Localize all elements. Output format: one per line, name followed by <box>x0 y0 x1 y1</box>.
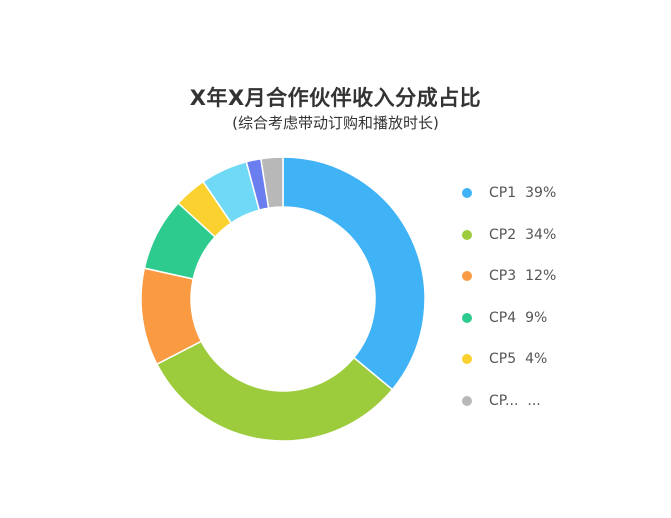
legend-label: CP2 <box>489 227 516 243</box>
legend-dot-icon <box>462 230 472 240</box>
legend-label: CP1 <box>489 185 516 201</box>
legend-label: CP3 <box>489 268 516 284</box>
legend-label: CP... <box>489 393 518 409</box>
legend-item-cp5[interactable]: CP5 4% <box>462 348 642 370</box>
legend-item-cp1[interactable]: CP1 39% <box>462 182 642 204</box>
donut-slice-cp1[interactable] <box>283 157 425 390</box>
legend-dot-icon <box>462 188 472 198</box>
legend-value: 12% <box>525 268 556 284</box>
legend-item-cp3[interactable]: CP3 12% <box>462 265 642 287</box>
legend-value: 39% <box>525 185 556 201</box>
legend-item-cp-more[interactable]: CP... ... <box>462 390 642 412</box>
legend-dot-icon <box>462 271 472 281</box>
legend-dot-icon <box>462 396 472 406</box>
legend-value: 9% <box>525 310 547 326</box>
legend-item-cp4[interactable]: CP4 9% <box>462 307 642 329</box>
legend-dot-icon <box>462 354 472 364</box>
legend-value: 4% <box>525 351 547 367</box>
legend-label: CP5 <box>489 351 516 367</box>
legend-item-cp2[interactable]: CP2 34% <box>462 224 642 246</box>
legend-label: CP4 <box>489 310 516 326</box>
legend-value: ... <box>527 393 540 409</box>
legend-value: 34% <box>525 227 556 243</box>
legend-dot-icon <box>462 313 472 323</box>
